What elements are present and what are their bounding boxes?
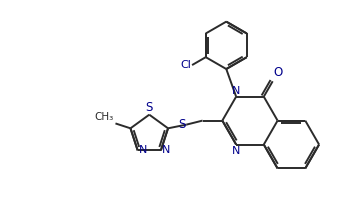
Text: N: N (232, 146, 240, 156)
Text: S: S (178, 118, 186, 131)
Text: Cl: Cl (180, 60, 191, 70)
Text: O: O (274, 66, 283, 79)
Text: N: N (232, 86, 240, 96)
Text: S: S (146, 101, 153, 114)
Text: N: N (162, 145, 170, 155)
Text: N: N (139, 145, 147, 155)
Text: CH₃: CH₃ (94, 112, 114, 122)
